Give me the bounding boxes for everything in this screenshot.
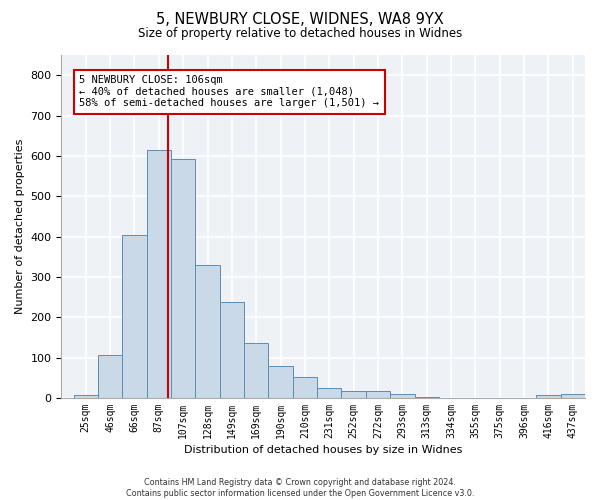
Bar [341,391,366,398]
Text: Contains HM Land Registry data © Crown copyright and database right 2024.
Contai: Contains HM Land Registry data © Crown c… [126,478,474,498]
Bar [317,388,341,398]
Bar [560,394,585,398]
Y-axis label: Number of detached properties: Number of detached properties [15,139,25,314]
Text: 5 NEWBURY CLOSE: 106sqm
← 40% of detached houses are smaller (1,048)
58% of semi: 5 NEWBURY CLOSE: 106sqm ← 40% of detache… [79,75,379,108]
Bar [220,302,244,398]
Bar [146,150,171,398]
Bar [244,344,268,398]
Bar [536,394,560,398]
Bar [74,395,98,398]
Bar [415,397,439,398]
Bar [268,366,293,398]
Text: 5, NEWBURY CLOSE, WIDNES, WA8 9YX: 5, NEWBURY CLOSE, WIDNES, WA8 9YX [156,12,444,28]
Bar [366,390,390,398]
Bar [171,159,196,398]
Bar [390,394,415,398]
Bar [122,236,146,398]
X-axis label: Distribution of detached houses by size in Widnes: Distribution of detached houses by size … [184,445,463,455]
Bar [293,376,317,398]
Bar [98,355,122,398]
Bar [196,265,220,398]
Text: Size of property relative to detached houses in Widnes: Size of property relative to detached ho… [138,28,462,40]
